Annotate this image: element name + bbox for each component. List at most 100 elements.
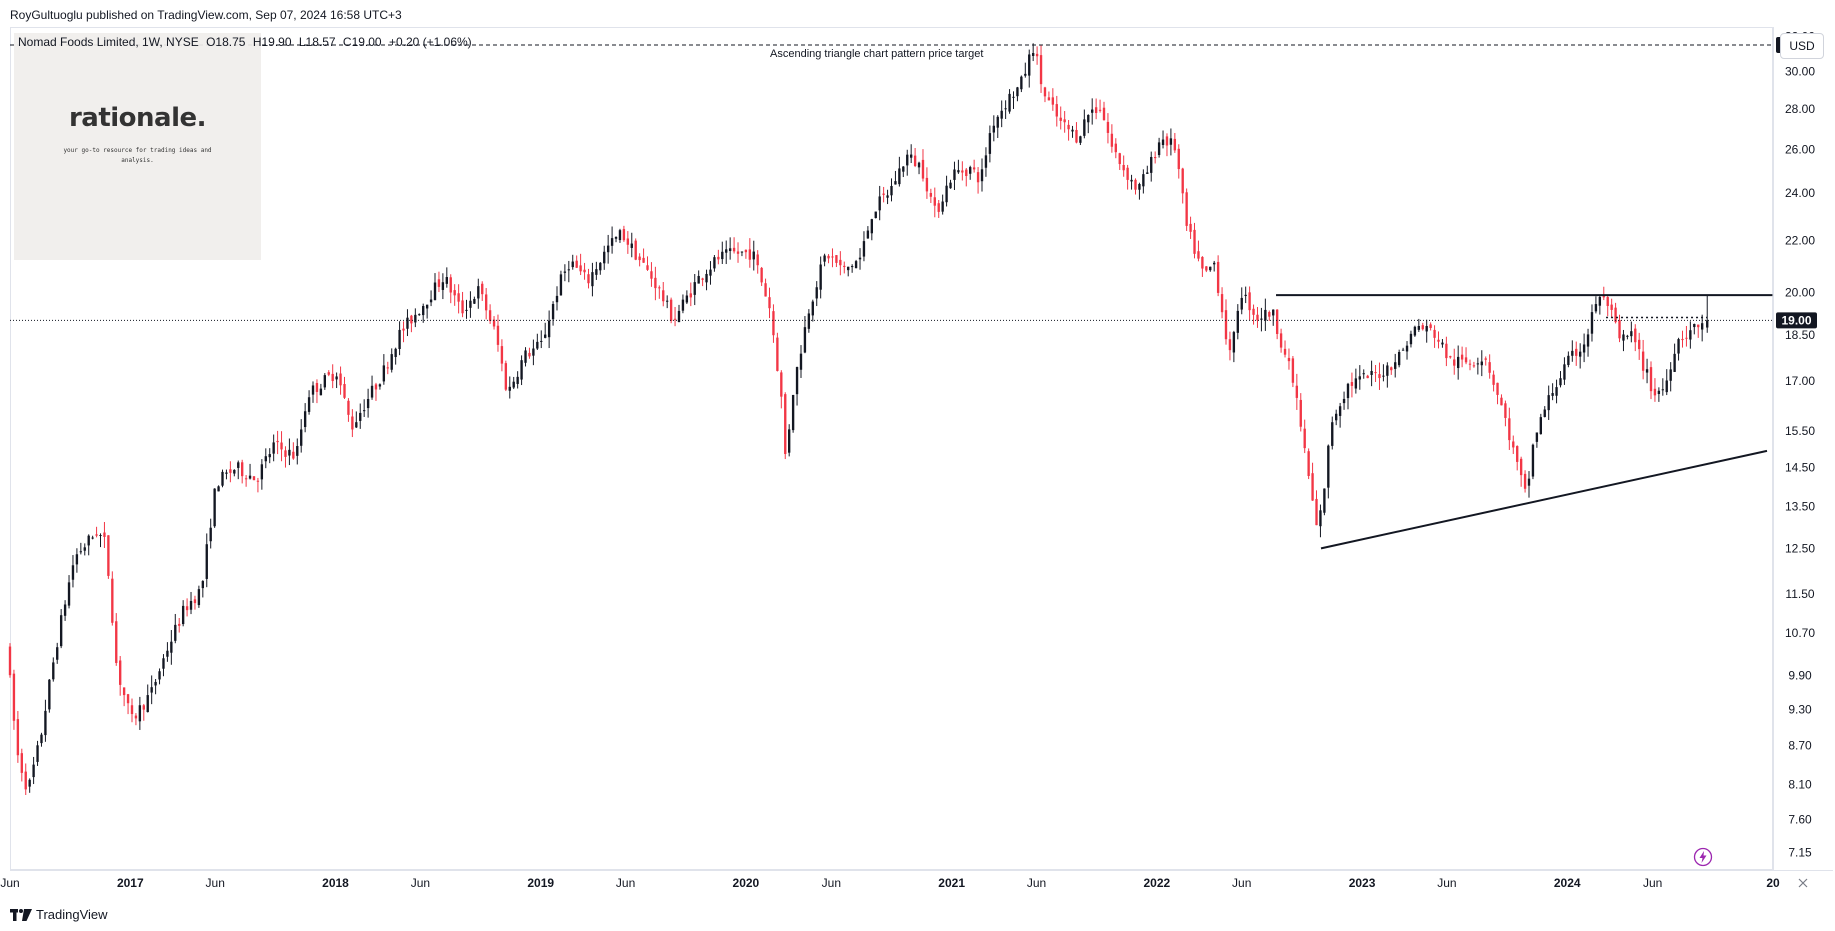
candle-body [941, 201, 944, 212]
candle-body [1004, 108, 1007, 110]
candle-body [1216, 261, 1220, 293]
candle-body [1437, 339, 1440, 342]
candle-body [642, 257, 645, 263]
symbol-name[interactable]: Nomad Foods Limited, 1W, NYSE [18, 35, 199, 49]
candle-body [1661, 389, 1664, 391]
candle-body [1130, 179, 1133, 182]
candle-body [1295, 385, 1299, 398]
currency-button[interactable]: USD [1780, 33, 1824, 59]
tradingview-footer[interactable]: TradingView [10, 907, 108, 922]
current-price-tag-bg [1776, 312, 1817, 329]
candle-body [1039, 55, 1043, 85]
candle-body [972, 167, 976, 170]
candle-body [1484, 358, 1487, 360]
candle-body [1421, 325, 1424, 330]
candle-body [917, 162, 921, 168]
candle-body [1126, 167, 1129, 180]
candle-body [906, 154, 909, 166]
candle-body [83, 547, 86, 551]
candle-body [296, 446, 299, 456]
price-axis-tick-label: 22.00 [1785, 233, 1815, 247]
candle-body [1449, 356, 1452, 358]
candle-body [866, 230, 870, 239]
candle-body [1567, 355, 1570, 366]
candle-body [87, 535, 90, 546]
candle-body [1559, 378, 1562, 386]
ohlc-low: L18.57 [298, 35, 336, 49]
settings-icon[interactable] [1796, 876, 1810, 890]
candle-body [752, 251, 755, 260]
candle-body [622, 229, 626, 241]
candle-body [425, 304, 429, 309]
candle-body [1519, 458, 1523, 476]
price-axis-tick-label: 28.00 [1785, 102, 1815, 116]
candle-body [1264, 309, 1267, 321]
candle-body [957, 170, 960, 173]
publisher-line: RoyGultuoglu published on TradingView.co… [10, 8, 402, 22]
candle-body [1012, 96, 1015, 98]
candle-body [410, 315, 413, 324]
candle-body [1618, 320, 1621, 339]
candle-body [237, 462, 240, 468]
candle-body [516, 376, 519, 384]
candle-body [788, 429, 791, 453]
price-axis-tick-label: 8.10 [1788, 778, 1812, 792]
candle-body [260, 464, 264, 480]
candle-body [1256, 314, 1259, 321]
candle-body [445, 277, 448, 284]
candle-body [689, 293, 692, 298]
candle-body [1405, 345, 1409, 352]
candle-body [1417, 325, 1421, 330]
price-axis-tick-label: 10.70 [1785, 626, 1815, 640]
candle-body [1649, 367, 1653, 392]
candle-body [134, 715, 138, 719]
price-axis-tick-label: 7.60 [1788, 812, 1812, 826]
candle-body [587, 274, 590, 284]
ohlc-close: C19.00 [342, 35, 382, 49]
candle-body [402, 328, 405, 331]
symbol-legend[interactable]: Nomad Foods Limited, 1W, NYSE O18.75 H19… [18, 35, 476, 49]
candle-body [1634, 328, 1637, 343]
candle-body [1028, 54, 1031, 76]
candle-body [382, 365, 386, 382]
candle-body [1063, 119, 1066, 123]
candle-body [1504, 403, 1507, 418]
candle-body [481, 283, 484, 295]
candle-body [288, 449, 291, 456]
candle-body [315, 382, 319, 392]
candle-body [394, 348, 397, 358]
price-axis-tick-label: 14.50 [1785, 461, 1815, 475]
candle-body [119, 660, 122, 685]
candle-body [24, 771, 27, 790]
price-axis-tick-label: 9.30 [1788, 702, 1812, 716]
candle-body [1209, 266, 1212, 271]
candle-body [63, 604, 67, 616]
candle-body [1043, 87, 1047, 97]
candle-body [614, 236, 618, 239]
candle-body [913, 155, 917, 166]
candle-body [937, 203, 940, 212]
candle-body [461, 300, 464, 314]
candle-body [701, 278, 704, 280]
ohlc-change: +0.20 (+1.06%) [388, 35, 472, 49]
candle-body [252, 476, 256, 481]
candle-body [1185, 192, 1188, 226]
candle-body [921, 159, 925, 179]
candle-body [374, 384, 378, 390]
candle-body [268, 454, 271, 458]
candlestick-series [8, 43, 1709, 796]
lightning-icon[interactable] [1693, 847, 1713, 867]
candle-body [1582, 344, 1586, 353]
candle-body [71, 565, 75, 580]
candle-body [823, 255, 826, 262]
candle-body [1433, 329, 1436, 338]
candle-body [599, 262, 602, 271]
candle-body [768, 297, 771, 309]
candle-body [264, 456, 267, 462]
candle-body [709, 269, 712, 276]
candle-body [359, 412, 362, 421]
candle-body [721, 251, 724, 260]
candle-body [791, 394, 795, 431]
candle-body [795, 367, 799, 395]
